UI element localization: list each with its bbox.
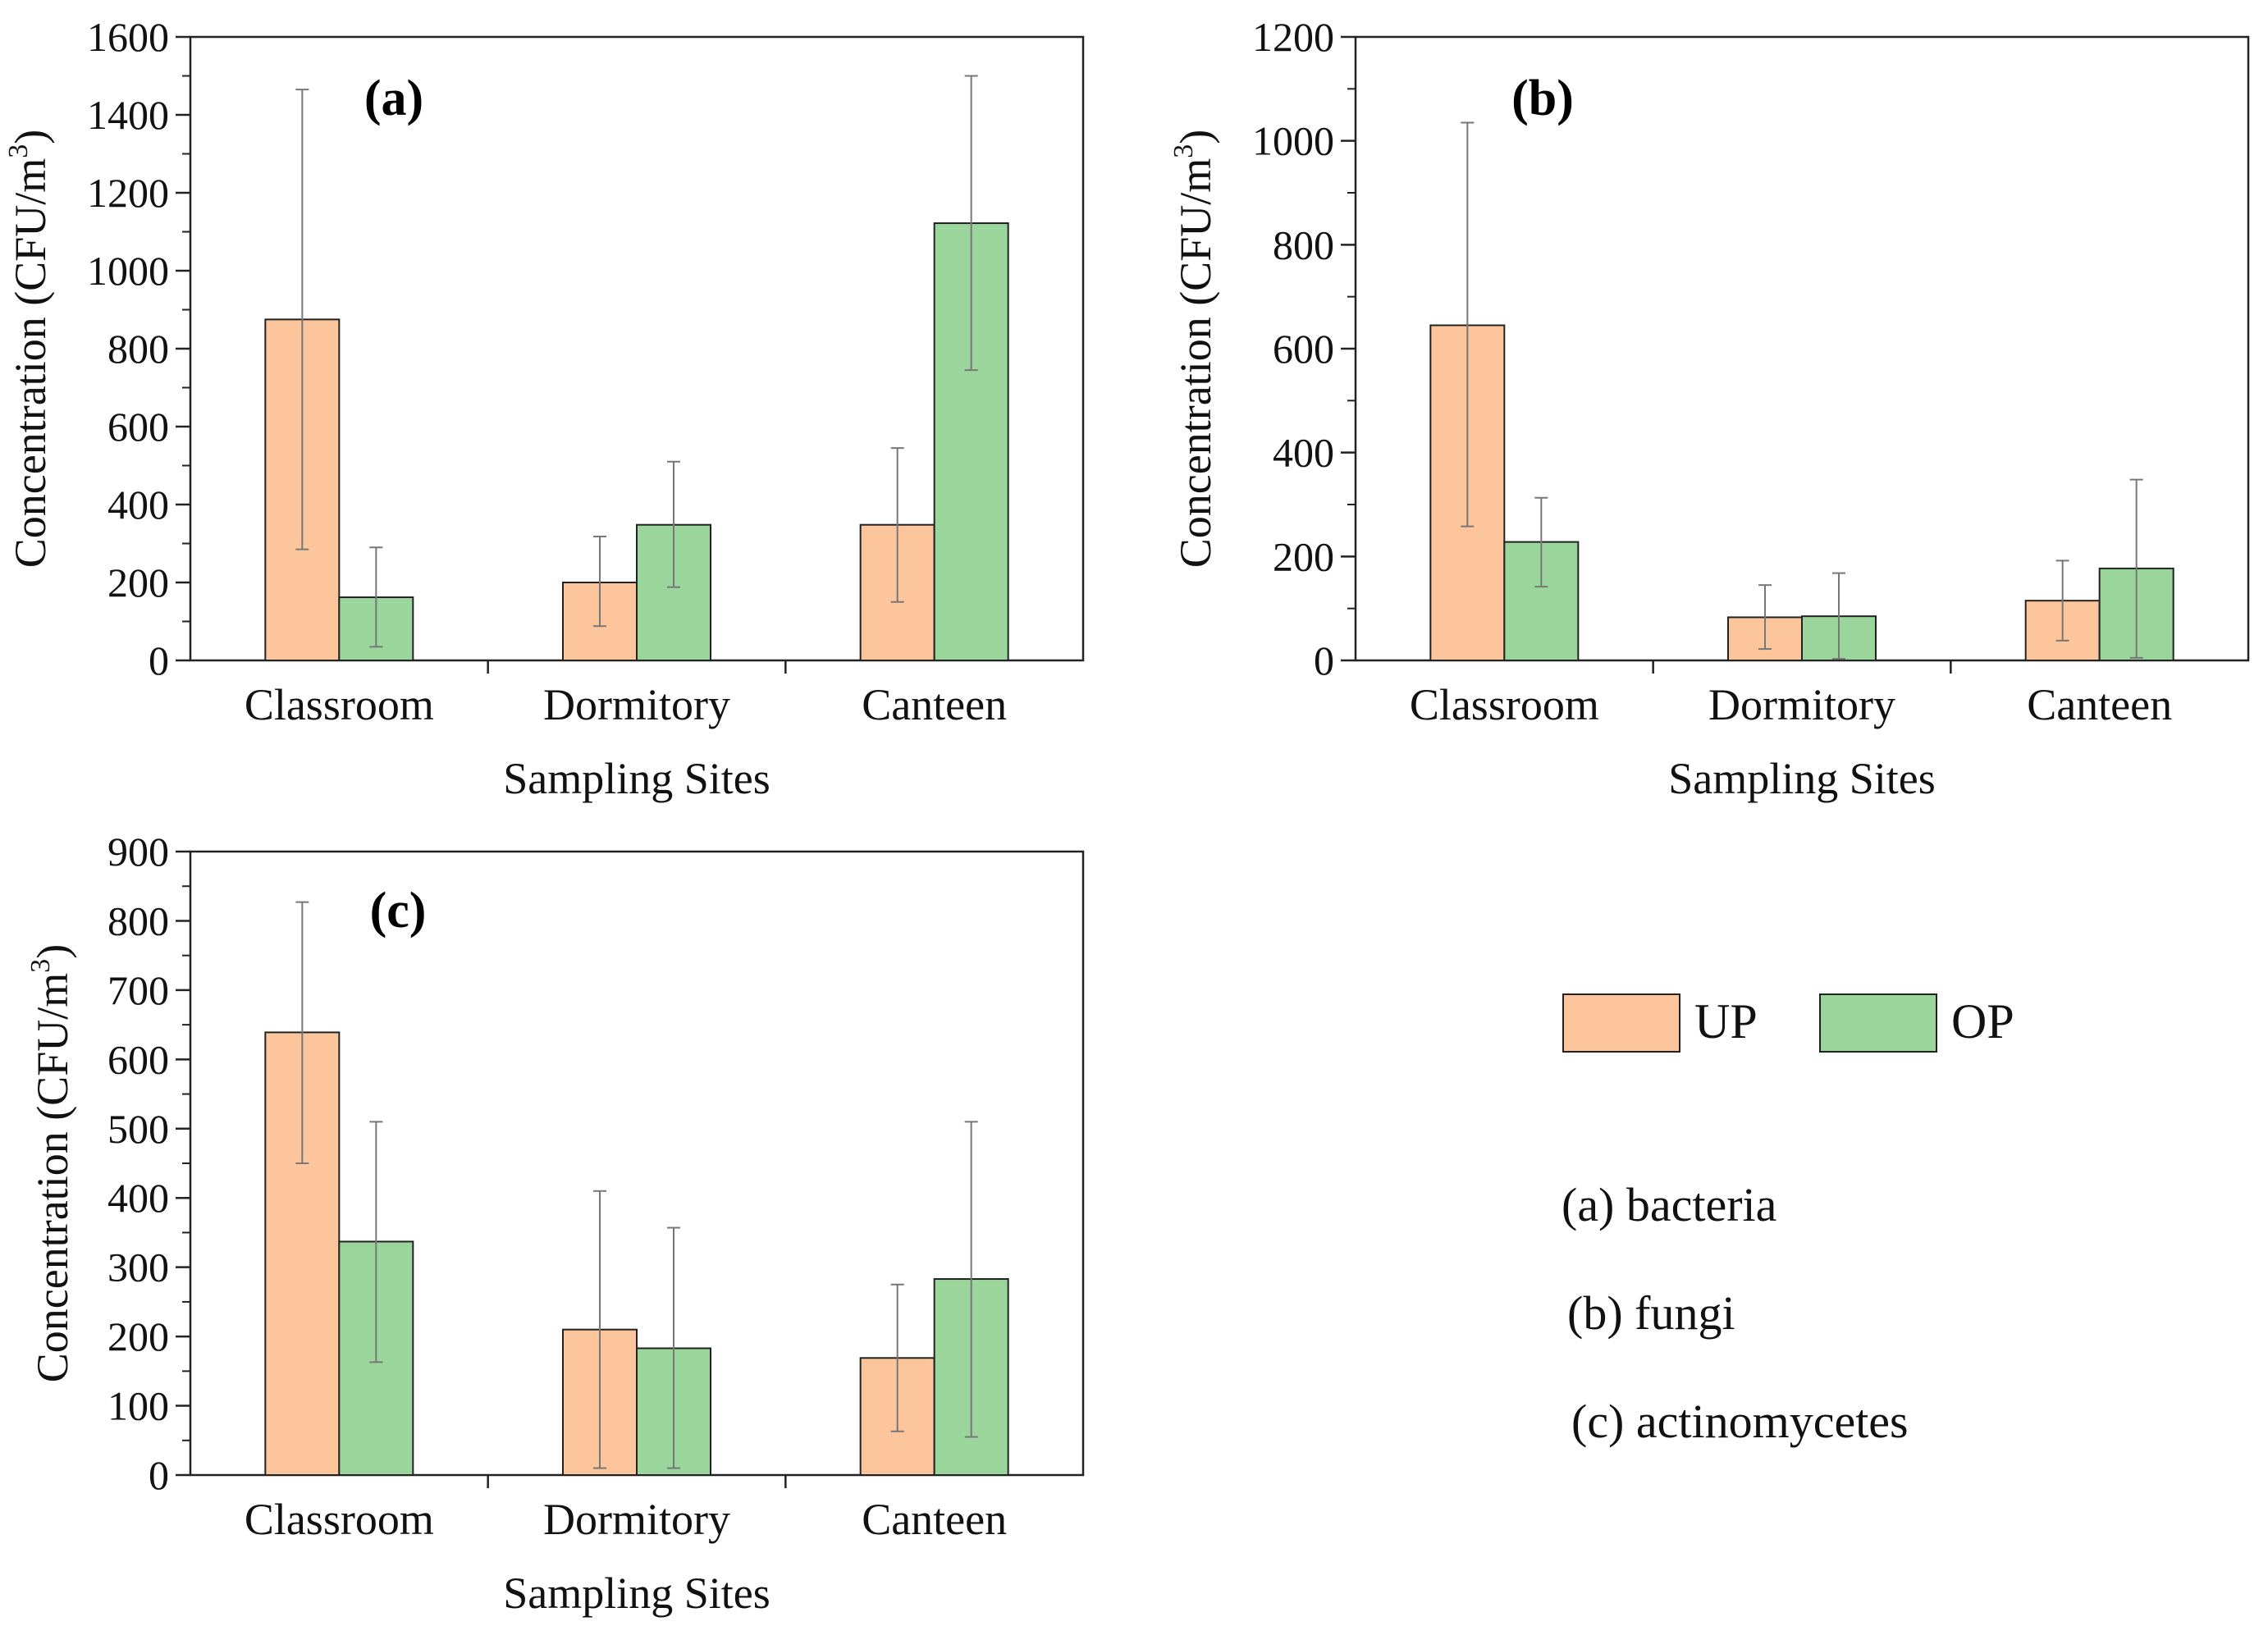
y-tick-label: 600 — [107, 1036, 169, 1082]
y-tick-label: 700 — [107, 967, 169, 1013]
chart-panel-c: 0 100 200 300 400 500 600 700 800 900 Classroom Dor… — [25, 829, 1085, 1618]
y-tick-label: 200 — [107, 1313, 169, 1359]
y-tick-label: 400 — [107, 1175, 169, 1221]
y-tick-label: 900 — [107, 829, 169, 875]
legend: UP OP (a) bacteria (b) fungi (c) actinom… — [1562, 993, 2014, 1448]
x-axis-title: Sampling Sites — [503, 1569, 770, 1618]
x-category-label: Classroom — [1410, 680, 1599, 729]
x-axis-title: Sampling Sites — [503, 754, 770, 803]
y-tick-label: 200 — [107, 560, 169, 605]
y-tick-label: 600 — [107, 404, 169, 450]
y-tick-label: 800 — [1273, 222, 1334, 267]
y-tick-label: 1600 — [87, 14, 169, 60]
y-tick-label: 500 — [107, 1106, 169, 1152]
y-tick-label: 1000 — [87, 248, 169, 294]
x-axis-title: Sampling Sites — [1668, 754, 1936, 803]
y-tick-label: 0 — [1314, 637, 1334, 683]
x-category-label: Dormitory — [543, 680, 730, 729]
y-tick-label: 0 — [149, 1452, 169, 1498]
panel-label-a: (a) — [364, 71, 423, 126]
chart-panel-a: 0 200 400 600 800 1000 1200 1400 1600 Classroom Do… — [3, 14, 1085, 803]
y-axis-title: Concentration (CFU/m3) — [25, 944, 77, 1382]
y-tick-label: 800 — [107, 897, 169, 943]
legend-swatch-op — [1819, 993, 1937, 1053]
note-bacteria: (a) bacteria — [1562, 1178, 1776, 1231]
y-tick-label: 800 — [107, 326, 169, 372]
note-actinomycetes: (c) actinomycetes — [1571, 1395, 1909, 1448]
y-tick-label: 400 — [1273, 430, 1334, 476]
y-tick-label: 200 — [1273, 533, 1334, 579]
y-tick-label: 1200 — [1252, 14, 1334, 60]
legend-label-op: OP — [1951, 994, 2014, 1048]
x-category-label: Canteen — [862, 680, 1007, 729]
x-category-label: Canteen — [2027, 680, 2172, 729]
y-tick-label: 1000 — [1252, 118, 1334, 164]
legend-label-up: UP — [1694, 994, 1758, 1048]
y-tick-label: 600 — [1273, 326, 1334, 372]
x-category-label: Dormitory — [1708, 680, 1895, 729]
panel-label-c: (c) — [370, 883, 427, 939]
y-axis-title: Concentration (CFU/m3) — [1168, 130, 1220, 568]
legend-swatch-up — [1562, 993, 1680, 1053]
x-category-label: Dormitory — [543, 1495, 730, 1544]
y-tick-label: 300 — [107, 1245, 169, 1290]
x-category-label: Canteen — [862, 1495, 1007, 1544]
y-tick-label: 0 — [149, 637, 169, 683]
chart-panel-b: 0 200 400 600 800 1000 1200 Classroom Dormitory C… — [1168, 14, 2250, 803]
x-category-label: Classroom — [245, 680, 434, 729]
y-tick-label: 1400 — [87, 92, 169, 138]
y-axis-title: Concentration (CFU/m3) — [3, 130, 55, 568]
x-category-label: Classroom — [245, 1495, 434, 1544]
note-fungi: (b) fungi — [1567, 1286, 1735, 1340]
y-tick-label: 1200 — [87, 170, 169, 216]
y-tick-label: 400 — [107, 482, 169, 528]
y-tick-label: 100 — [107, 1383, 169, 1429]
panel-label-b: (b) — [1511, 71, 1574, 126]
